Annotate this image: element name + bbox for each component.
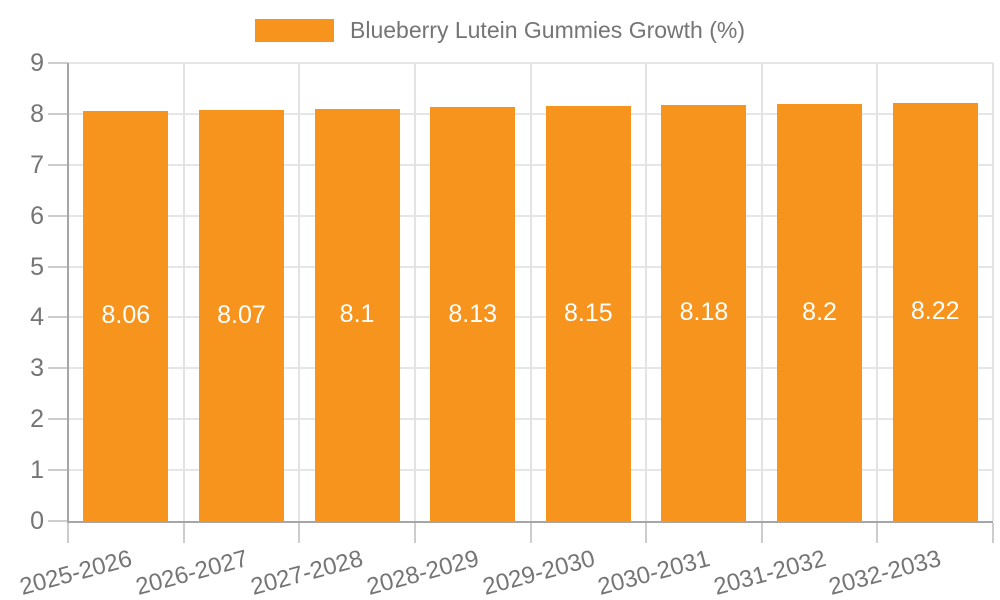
y-axis-tick (48, 265, 68, 268)
bar-value-label: 8.1 (339, 300, 375, 329)
bar-2027-2028[interactable]: 8.1 (314, 108, 400, 521)
bar-2025-2026[interactable]: 8.06 (83, 110, 169, 521)
x-axis-category-label-text: 2025-2026 (16, 545, 135, 600)
bar-value-label: 8.07 (217, 301, 266, 330)
x-axis-tick (67, 523, 69, 543)
x-gridline (413, 63, 416, 521)
y-axis-tick (48, 367, 68, 370)
x-axis-tick (529, 523, 532, 543)
bar-value-label: 8.06 (101, 301, 151, 330)
x-axis-tick (645, 523, 648, 543)
x-axis-tick (760, 523, 763, 543)
x-gridline (298, 63, 301, 521)
y-axis-tick-label: 7 (30, 150, 44, 179)
chart-legend: Blueberry Lutein Gummies Growth (%) (0, 18, 1000, 43)
x-gridline (992, 63, 994, 521)
x-axis-category-label-text: 2030-2031 (595, 545, 713, 600)
x-axis-category-label-text: 2026-2027 (132, 545, 251, 600)
y-axis-tick-label: 3 (30, 354, 44, 383)
y-axis-tick-label: 6 (30, 201, 44, 230)
y-axis-tick (48, 520, 68, 522)
bar-2028-2029[interactable]: 8.13 (430, 107, 516, 521)
bar-2030-2031[interactable]: 8.18 (661, 104, 747, 521)
y-axis-tick (48, 214, 68, 217)
bar-2031-2032[interactable]: 8.2 (777, 103, 863, 521)
y-axis-tick-label: 2 (30, 405, 44, 434)
x-axis-line (67, 521, 993, 523)
y-axis-tick (48, 163, 68, 166)
y-axis-tick (48, 112, 68, 115)
y-axis-tick (48, 469, 68, 472)
x-gridline (876, 63, 879, 521)
legend-label: Blueberry Lutein Gummies Growth (%) (350, 17, 745, 43)
y-axis-line (67, 63, 69, 523)
x-axis-category-label-text: 2029-2030 (479, 545, 598, 600)
bar-2026-2027[interactable]: 8.07 (198, 110, 284, 521)
x-axis-tick (413, 523, 416, 543)
y-axis-tick-label: 9 (30, 49, 44, 77)
y-axis-tick-label: 5 (30, 252, 44, 281)
y-axis-tick (48, 418, 68, 421)
x-gridline (182, 63, 185, 521)
plot-area: 8.06 8.07 8.1 8.13 8.15 8.18 8.2 8.22 (68, 62, 994, 521)
y-axis-tick (48, 316, 68, 319)
x-axis-category-label-text: 2028-2029 (363, 545, 482, 600)
y-axis-tick (48, 62, 68, 64)
legend-color-swatch (255, 19, 335, 42)
y-axis-tick-label: 8 (30, 99, 44, 128)
legend-item[interactable]: Blueberry Lutein Gummies Growth (%) (255, 18, 745, 43)
x-gridline (760, 63, 763, 521)
bar-value-label: 8.18 (679, 298, 729, 327)
bar-value-label: 8.22 (910, 297, 960, 326)
x-axis-category-label-text: 2032-2033 (826, 545, 945, 600)
bar-value-label: 8.2 (802, 297, 837, 326)
bar-value-label: 8.13 (448, 299, 498, 328)
x-axis-tick (182, 523, 185, 543)
y-axis-tick-label: 0 (30, 507, 44, 535)
x-gridline (645, 63, 648, 521)
y-axis-tick-label: 4 (30, 303, 44, 332)
x-axis-category-label-text: 2031-2032 (710, 545, 829, 600)
x-axis-category-label-text: 2027-2028 (248, 545, 367, 600)
bar-value-label: 8.15 (563, 299, 613, 328)
x-axis-tick (876, 523, 879, 543)
x-axis-tick (298, 523, 301, 543)
y-axis-tick-label: 1 (30, 456, 44, 485)
bar-2032-2033[interactable]: 8.22 (892, 102, 978, 521)
x-axis-tick (992, 523, 994, 543)
bar-2029-2030[interactable]: 8.15 (545, 106, 631, 521)
x-gridline (529, 63, 532, 521)
